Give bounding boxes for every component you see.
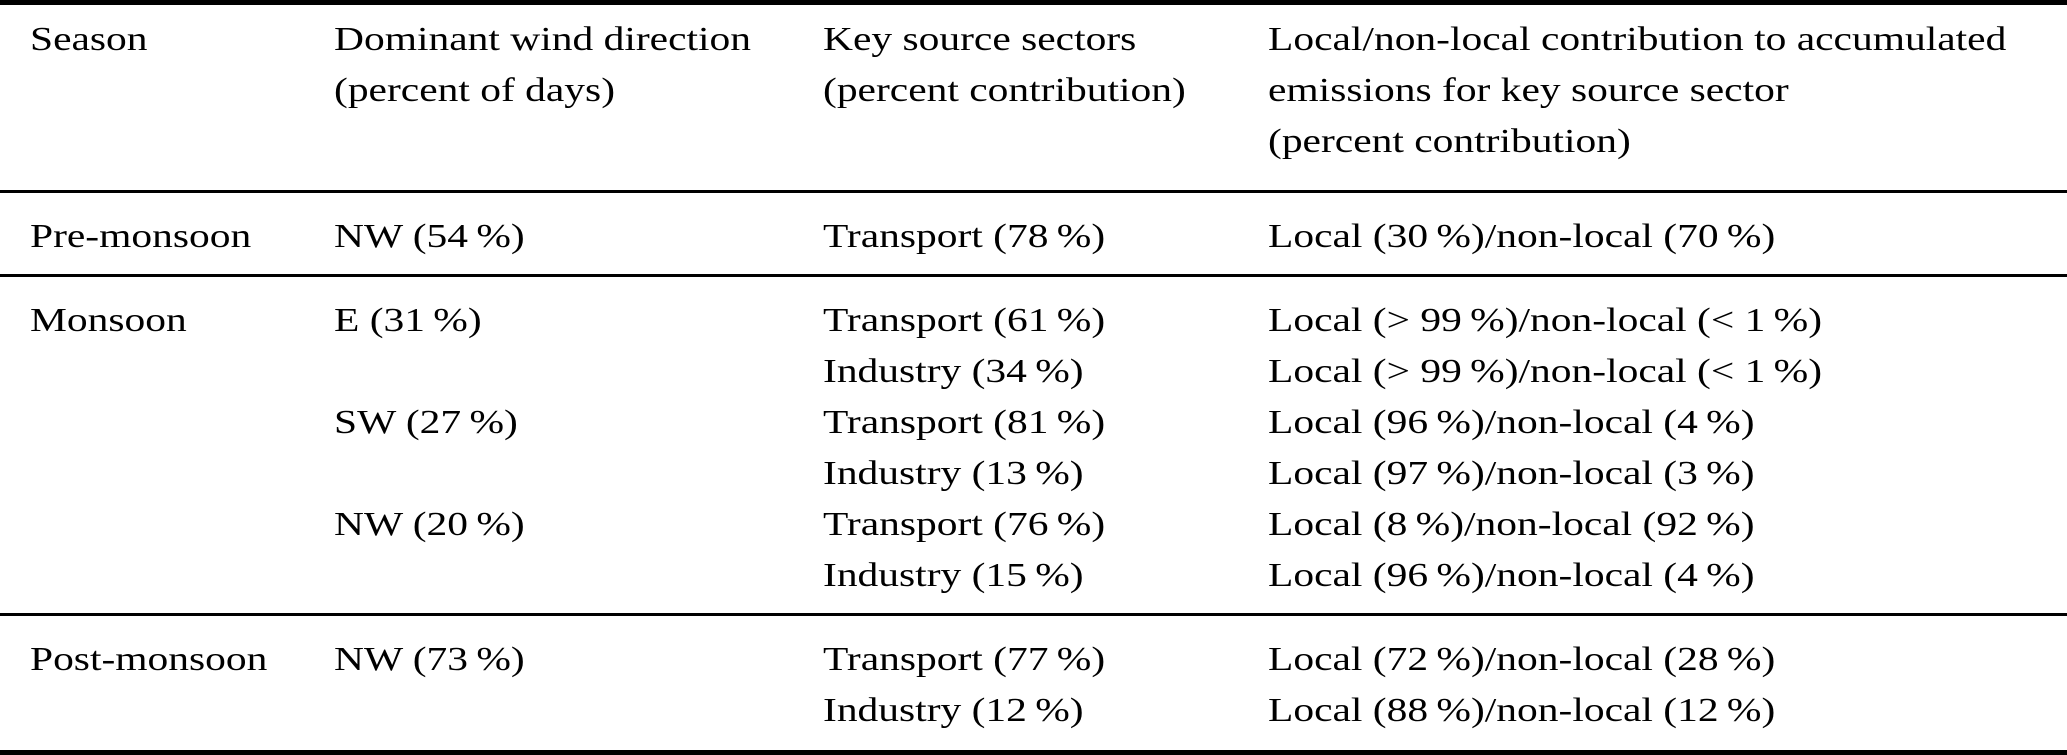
wind-cell-text: NW (54 %): [334, 218, 525, 255]
local-cell-text: Local (30 %)/non-local (70 %): [1268, 218, 1776, 255]
wind-cell: NW (20 %): [334, 499, 823, 550]
season-cell: [30, 346, 334, 397]
local-cell: Local (8 %)/non-local (92 %): [1268, 499, 2037, 550]
season-cell: Post-monsoon: [30, 634, 334, 685]
local-cell: Local (88 %)/non-local (12 %): [1268, 685, 2037, 736]
season-cell: Monsoon: [30, 295, 334, 346]
wind-cell-text: SW (27 %): [334, 404, 518, 441]
local-cell-text: Local (> 99 %)/non-local (< 1 %): [1268, 302, 1823, 339]
sector-cell: Industry (12 %): [823, 685, 1268, 736]
sector-cell: Transport (77 %): [823, 634, 1268, 685]
table-row: Industry (12 %) Local (88 %)/non-local (1…: [0, 685, 2067, 736]
season-cell-text: Pre-monsoon: [30, 218, 252, 255]
sector-cell-text: Industry (13 %): [823, 455, 1084, 492]
table-row: Monsoon E (31 %) Transport (61 %) Local (> …: [0, 295, 2067, 346]
table-row: Industry (15 %) Local (96 %)/non-local (4…: [0, 550, 2067, 601]
local-cell-text: Local (97 %)/non-local (3 %): [1268, 455, 1755, 492]
sector-cell-text: Transport (81 %): [823, 404, 1106, 441]
header-wind-direction-text: Dominant wind direction (percent of days…: [334, 21, 752, 109]
sector-cell-text: Industry (12 %): [823, 692, 1084, 729]
table-row: Industry (13 %) Local (97 %)/non-local (3…: [0, 448, 2067, 499]
season-cell: [30, 448, 334, 499]
sector-cell: Transport (61 %): [823, 295, 1268, 346]
sector-cell: Industry (13 %): [823, 448, 1268, 499]
local-cell-text: Local (8 %)/non-local (92 %): [1268, 506, 1755, 543]
wind-cell: NW (54 %): [334, 211, 823, 262]
local-cell: Local (> 99 %)/non-local (< 1 %): [1268, 295, 2037, 346]
local-cell: Local (> 99 %)/non-local (< 1 %): [1268, 346, 2037, 397]
season-cell-text: Post-monsoon: [30, 641, 268, 678]
season-cell: [30, 685, 334, 736]
sector-cell: Industry (34 %): [823, 346, 1268, 397]
table-row: Pre-monsoon NW (54 %) Transport (78 %) Loca…: [0, 211, 2067, 262]
sector-cell: Transport (78 %): [823, 211, 1268, 262]
season-cell-text: Monsoon: [30, 302, 187, 339]
sector-cell-text: Transport (76 %): [823, 506, 1106, 543]
wind-cell: [334, 685, 823, 736]
wind-cell: [334, 448, 823, 499]
table-row: Post-monsoon NW (73 %) Transport (77 %) Loc…: [0, 634, 2067, 685]
local-cell-text: Local (> 99 %)/non-local (< 1 %): [1268, 353, 1823, 390]
season-cell: [30, 550, 334, 601]
sector-cell-text: Transport (78 %): [823, 218, 1106, 255]
header-key-source-sectors: Key source sectors (percent contribution…: [823, 14, 1268, 167]
local-cell: Local (96 %)/non-local (4 %): [1268, 550, 2037, 601]
sector-cell-text: Industry (15 %): [823, 557, 1084, 594]
season-group-post-monsoon: Post-monsoon NW (73 %) Transport (77 %) Loc…: [0, 616, 2067, 748]
wind-cell-text: E (31 %): [334, 302, 482, 339]
header-local-nonlocal-contribution-text: Local/non-local contribution to accumula…: [1268, 21, 2007, 160]
header-key-source-sectors-text: Key source sectors (percent contribution…: [823, 21, 1186, 109]
header-season: Season: [30, 14, 334, 167]
wind-cell: NW (73 %): [334, 634, 823, 685]
wind-cell: E (31 %): [334, 295, 823, 346]
local-cell-text: Local (72 %)/non-local (28 %): [1268, 641, 1776, 678]
table-row: SW (27 %) Transport (81 %) Local (96 %)/no…: [0, 397, 2067, 448]
wind-cell: SW (27 %): [334, 397, 823, 448]
local-cell: Local (97 %)/non-local (3 %): [1268, 448, 2037, 499]
season-cell: [30, 397, 334, 448]
table-row: NW (20 %) Transport (76 %) Local (8 %)/non…: [0, 499, 2067, 550]
header-local-nonlocal-contribution: Local/non-local contribution to accumula…: [1268, 14, 2037, 167]
local-cell: Local (30 %)/non-local (70 %): [1268, 211, 2037, 262]
wind-cell-text: NW (73 %): [334, 641, 525, 678]
local-cell: Local (96 %)/non-local (4 %): [1268, 397, 2037, 448]
wind-cell: [334, 346, 823, 397]
sector-cell: Transport (76 %): [823, 499, 1268, 550]
header-wind-direction: Dominant wind direction (percent of days…: [334, 14, 823, 167]
local-cell-text: Local (96 %)/non-local (4 %): [1268, 557, 1755, 594]
sector-cell-text: Transport (77 %): [823, 641, 1106, 678]
wind-cell: [334, 550, 823, 601]
local-cell-text: Local (96 %)/non-local (4 %): [1268, 404, 1755, 441]
season-cell: Pre-monsoon: [30, 211, 334, 262]
table-body: Pre-monsoon NW (54 %) Transport (78 %) Loca…: [0, 193, 2067, 748]
table-row: Industry (34 %) Local (> 99 %)/non-local …: [0, 346, 2067, 397]
table-header-row: Season Dominant wind direction (percent …: [0, 5, 2067, 193]
sector-cell-text: Industry (34 %): [823, 353, 1084, 390]
sector-cell: Industry (15 %): [823, 550, 1268, 601]
local-cell-text: Local (88 %)/non-local (12 %): [1268, 692, 1776, 729]
wind-cell-text: NW (20 %): [334, 506, 525, 543]
season-group-monsoon: Monsoon E (31 %) Transport (61 %) Local (> …: [0, 277, 2067, 616]
season-group-pre-monsoon: Pre-monsoon NW (54 %) Transport (78 %) Loca…: [0, 193, 2067, 277]
header-season-text: Season: [30, 21, 148, 58]
sector-cell: Transport (81 %): [823, 397, 1268, 448]
local-cell: Local (72 %)/non-local (28 %): [1268, 634, 2037, 685]
sector-cell-text: Transport (61 %): [823, 302, 1106, 339]
season-cell: [30, 499, 334, 550]
